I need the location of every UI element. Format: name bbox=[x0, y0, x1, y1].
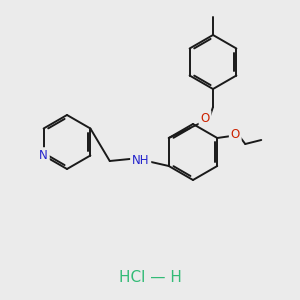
Text: HCl — H: HCl — H bbox=[118, 271, 182, 286]
Text: NH: NH bbox=[132, 154, 149, 167]
Text: O: O bbox=[200, 112, 210, 124]
Text: N: N bbox=[39, 149, 48, 162]
Text: O: O bbox=[231, 128, 240, 142]
